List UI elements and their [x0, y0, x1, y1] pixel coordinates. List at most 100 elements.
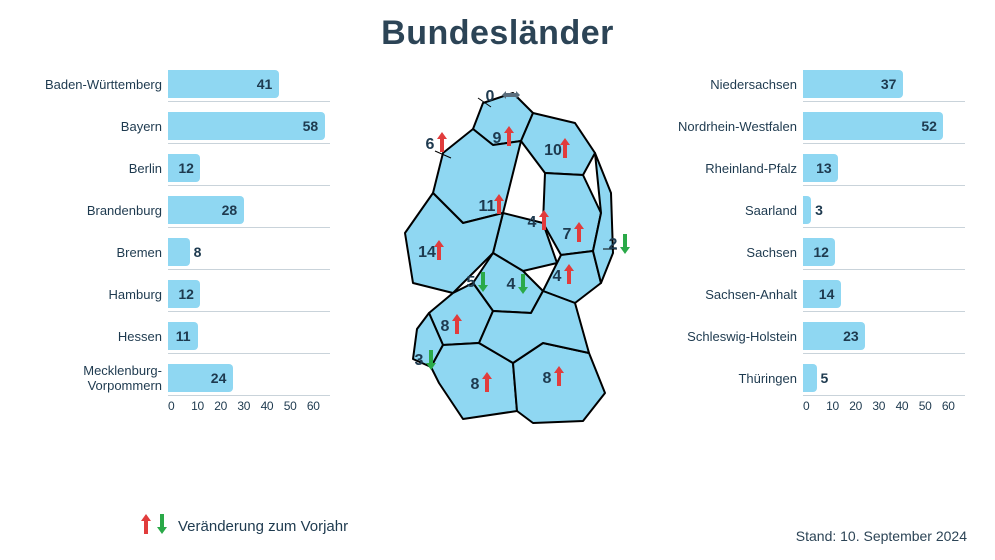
- bar-value: 12: [178, 286, 194, 302]
- bar: [168, 112, 325, 140]
- arrow-up-icon: [437, 132, 447, 152]
- right-bar-chart: Niedersachsen 37 Nordrhein-Westfalen 52 …: [665, 63, 965, 438]
- bar-label: Schleswig-Holstein: [665, 329, 803, 344]
- map-value: 5: [466, 274, 475, 291]
- bar-label: Nordrhein-Westfalen: [665, 119, 803, 134]
- bar-track: 8: [168, 234, 330, 270]
- bar-row: Saarland 3: [665, 189, 965, 231]
- axis-tick: 60: [942, 399, 965, 413]
- bar-value: 12: [178, 160, 194, 176]
- x-axis: 0102030405060: [30, 399, 330, 413]
- axis-tick: 30: [237, 399, 260, 413]
- content-row: Baden-Württemberg 41 Bayern 58 Berlin 12: [0, 53, 995, 438]
- bar-track: 14: [803, 276, 965, 312]
- bar-track: 23: [803, 318, 965, 354]
- bar-track: 13: [803, 150, 965, 186]
- map-value: 8: [542, 370, 551, 387]
- bar-value: 37: [881, 76, 897, 92]
- bar-row: Mecklenburg-Vorpommern 24: [30, 357, 330, 399]
- bar-row: Berlin 12: [30, 147, 330, 189]
- bar-row: Niedersachsen 37: [665, 63, 965, 105]
- x-axis: 0102030405060: [665, 399, 965, 413]
- map-value: 6: [425, 136, 434, 153]
- map-overlay: 11: [478, 194, 503, 215]
- bar-label: Thüringen: [665, 371, 803, 386]
- map-value: 14: [418, 244, 436, 261]
- map-value: 0: [485, 88, 494, 105]
- map-value: 4: [552, 268, 561, 285]
- bar-track: 12: [803, 234, 965, 270]
- axis-tick: 20: [214, 399, 237, 413]
- bar-track: 37: [803, 66, 965, 102]
- axis-tick: 50: [919, 399, 942, 413]
- map-value: 3: [414, 352, 423, 369]
- bar: [803, 196, 811, 224]
- bar-row: Hessen 11: [30, 315, 330, 357]
- bar-row: Hamburg 12: [30, 273, 330, 315]
- bar-row: Nordrhein-Westfalen 52: [665, 105, 965, 147]
- map-value: 4: [506, 276, 515, 293]
- germany-map: 0691027411144458388: [343, 63, 653, 433]
- map-value: 8: [440, 318, 449, 335]
- axis-tick: 0: [803, 399, 826, 413]
- bar-label: Baden-Württemberg: [30, 77, 168, 92]
- axis-tick: 0: [168, 399, 191, 413]
- bar-row: Rheinland-Pfalz 13: [665, 147, 965, 189]
- bar-track: 41: [168, 66, 330, 102]
- arrow-down-icon: [156, 512, 168, 540]
- bar-row: Thüringen 5: [665, 357, 965, 399]
- bar-value: 11: [176, 328, 191, 344]
- bar-track: 11: [168, 318, 330, 354]
- bar-label: Hessen: [30, 329, 168, 344]
- bar-row: Sachsen 12: [665, 231, 965, 273]
- bar-value: 41: [257, 76, 273, 92]
- bar: [168, 238, 190, 266]
- bar-track: 12: [168, 150, 330, 186]
- map-value: 9: [492, 130, 501, 147]
- bar-label: Saarland: [665, 203, 803, 218]
- map-value: 10: [544, 142, 562, 159]
- bar-row: Schleswig-Holstein 23: [665, 315, 965, 357]
- bar-label: Bremen: [30, 245, 168, 260]
- map-panel: 0691027411144458388: [343, 63, 653, 438]
- bar-row: Baden-Württemberg 41: [30, 63, 330, 105]
- bar-label: Niedersachsen: [665, 77, 803, 92]
- bar-value: 3: [815, 202, 823, 218]
- map-value: 8: [470, 376, 479, 393]
- bar-value: 5: [821, 370, 829, 386]
- map-overlay: 2: [608, 234, 629, 254]
- map-overlay: 14: [418, 240, 444, 261]
- bar-track: 58: [168, 108, 330, 144]
- axis-tick: 40: [261, 399, 284, 413]
- map-value: 4: [527, 214, 536, 231]
- bar-track: 3: [803, 192, 965, 228]
- bar-label: Sachsen: [665, 245, 803, 260]
- legend-text: Veränderung zum Vorjahr: [178, 518, 348, 535]
- map-overlay: 6: [425, 132, 446, 153]
- left-bar-chart: Baden-Württemberg 41 Bayern 58 Berlin 12: [30, 63, 330, 438]
- bar-row: Bayern 58: [30, 105, 330, 147]
- bar-label: Mecklenburg-Vorpommern: [30, 363, 168, 393]
- map-value: 7: [562, 226, 571, 243]
- bar-value: 14: [819, 286, 835, 302]
- bar-label: Berlin: [30, 161, 168, 176]
- bar-label: Hamburg: [30, 287, 168, 302]
- bar: [803, 364, 817, 392]
- axis-tick: 20: [849, 399, 872, 413]
- bar-label: Brandenburg: [30, 203, 168, 218]
- bar-track: 5: [803, 360, 965, 396]
- footer-date: Stand: 10. September 2024: [796, 528, 967, 544]
- bar-value: 52: [921, 118, 937, 134]
- bar-value: 12: [813, 244, 829, 260]
- map-overlay: 10: [544, 138, 570, 159]
- axis-tick: 40: [896, 399, 919, 413]
- axis-tick: 10: [191, 399, 214, 413]
- arrow-up-icon: [140, 512, 152, 540]
- axis-tick: 30: [872, 399, 895, 413]
- bar-value: 28: [222, 202, 238, 218]
- bar-track: 28: [168, 192, 330, 228]
- bar-row: Bremen 8: [30, 231, 330, 273]
- map-value: 11: [478, 198, 495, 215]
- legend: Veränderung zum Vorjahr: [140, 512, 348, 540]
- bar-track: 24: [168, 360, 330, 396]
